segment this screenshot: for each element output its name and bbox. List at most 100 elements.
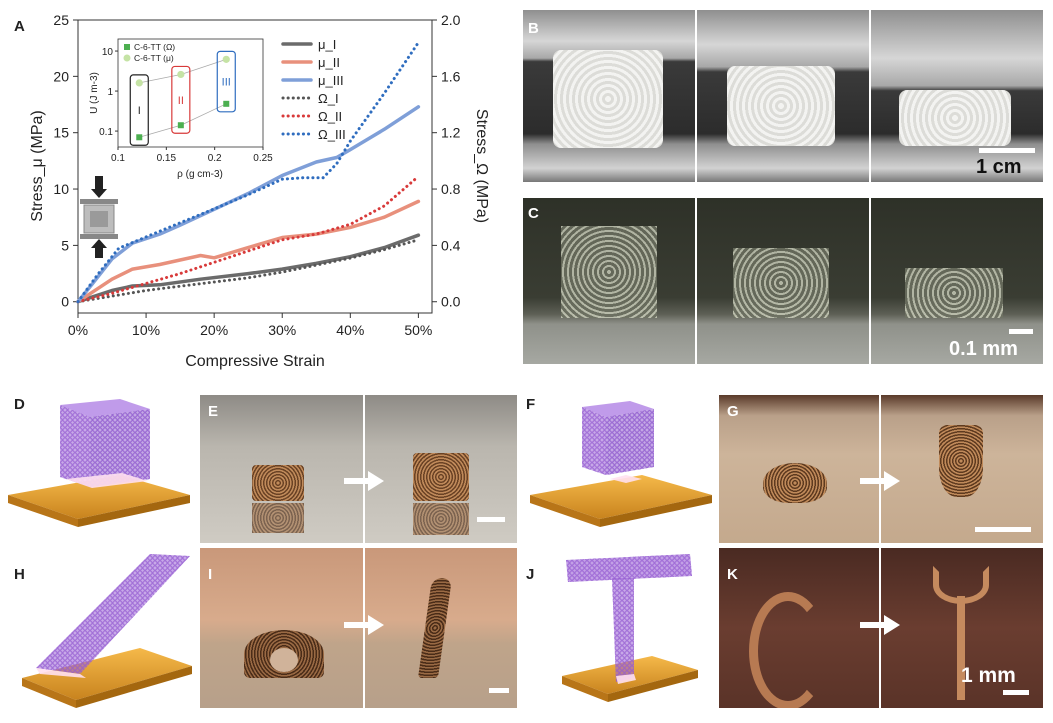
inset-point-omega bbox=[223, 100, 230, 107]
scale-label-k: 1 mm bbox=[961, 664, 1016, 687]
inset-group-label: I bbox=[138, 105, 141, 117]
y2-tick-label: 0.4 bbox=[441, 237, 461, 253]
panel-label-i: I bbox=[208, 566, 213, 583]
x-tick-label: 20% bbox=[200, 322, 228, 338]
metal-lattice-compressed bbox=[252, 465, 304, 501]
x-tick-label: 10% bbox=[132, 322, 160, 338]
photo-c-1 bbox=[523, 198, 695, 364]
scale-bar-b bbox=[979, 148, 1035, 153]
arrow-right-icon bbox=[344, 615, 384, 635]
inset-group-box bbox=[171, 65, 191, 134]
micro-lattice-mid bbox=[733, 248, 829, 318]
inset-y-tick-label: 0.1 bbox=[99, 127, 113, 138]
legend-label: μ_III bbox=[318, 73, 344, 88]
photo-c-2 bbox=[697, 198, 869, 364]
base-plate bbox=[530, 475, 712, 519]
inset-y-label: U (J m-3) bbox=[89, 72, 100, 114]
y-tick-label: 10 bbox=[53, 181, 69, 197]
scale-bar-k bbox=[1003, 690, 1029, 695]
scale-bar-i bbox=[489, 688, 509, 693]
x-tick-label: 40% bbox=[336, 322, 364, 338]
legend-label: μ_II bbox=[318, 55, 340, 70]
inset-point-mu bbox=[177, 70, 185, 79]
panel-label-g: G bbox=[727, 403, 739, 420]
panel-label-e: E bbox=[208, 403, 219, 420]
scale-bar-c bbox=[1009, 329, 1033, 334]
metal-lattice-slanted bbox=[417, 578, 453, 678]
scale-label-b: 1 cm bbox=[976, 156, 1022, 178]
legend-label: Ω_III bbox=[318, 127, 346, 142]
legend-label: Ω_I bbox=[318, 91, 339, 106]
series-line-omega-i bbox=[76, 238, 420, 304]
photo-g-2 bbox=[881, 395, 1043, 543]
panel-label-c: C bbox=[528, 205, 539, 222]
panel-label-b: B bbox=[528, 20, 539, 37]
base-plate bbox=[22, 648, 192, 700]
inset-y-tick-label: 10 bbox=[102, 47, 114, 58]
series-line-mu-i bbox=[76, 233, 421, 304]
lattice-sample-uncompressed bbox=[553, 50, 663, 148]
legend-label: Ω_II bbox=[318, 109, 342, 124]
inset-x-tick-label: 0.1 bbox=[111, 153, 125, 164]
y-tick-label: 15 bbox=[53, 125, 69, 141]
x-axis-label: Compressive Strain bbox=[185, 353, 325, 370]
inset-group-label: II bbox=[178, 95, 184, 107]
lattice-sample-compressed bbox=[899, 90, 1011, 146]
inset-legend-label: C-6-TT (μ) bbox=[134, 53, 174, 63]
photo-e-2 bbox=[365, 395, 517, 543]
render-f bbox=[530, 401, 712, 527]
compression-icon bbox=[80, 176, 118, 258]
inset-point-mu bbox=[135, 79, 143, 87]
inset-group-box bbox=[129, 74, 149, 146]
scale-bar-e bbox=[477, 517, 505, 522]
y2-tick-label: 1.2 bbox=[441, 125, 461, 141]
x-tick-label: 0% bbox=[68, 322, 88, 338]
render-j bbox=[562, 554, 698, 702]
y-tick-label: 20 bbox=[53, 68, 69, 84]
inset-x-tick-label: 0.25 bbox=[253, 153, 273, 164]
x-tick-label: 50% bbox=[404, 322, 432, 338]
render-h bbox=[22, 554, 192, 708]
legend-label: μ_I bbox=[318, 37, 336, 52]
y2-tick-label: 1.6 bbox=[441, 68, 461, 84]
panel-label-f: F bbox=[526, 396, 536, 413]
panel-label-j: J bbox=[526, 566, 535, 583]
render-d bbox=[8, 399, 190, 527]
inset-group-label: III bbox=[222, 77, 231, 89]
photo-i-2 bbox=[365, 548, 517, 708]
photo-b-2 bbox=[697, 10, 869, 182]
metal-lattice-recovered bbox=[413, 453, 469, 501]
micro-lattice-uncompressed bbox=[561, 226, 657, 318]
plot-frame bbox=[77, 19, 433, 314]
inset-legend-label: C-6-TT (Ω) bbox=[134, 42, 175, 52]
inset-legend-square bbox=[124, 44, 130, 50]
photo-i-1 bbox=[200, 548, 363, 708]
scale-bar-g bbox=[975, 527, 1031, 532]
arrow-right-icon bbox=[860, 471, 900, 491]
chart-legend: μ_I μ_II μ_III Ω_I Ω_II Ω_III bbox=[281, 37, 346, 142]
y-tick-label: 0 bbox=[61, 294, 69, 310]
base-plate bbox=[8, 475, 190, 519]
series-line-mu-ii bbox=[76, 199, 421, 304]
photo-g-1 bbox=[719, 395, 879, 543]
inset-frame bbox=[117, 38, 264, 148]
inset-x-label: ρ (g cm-3) bbox=[177, 169, 223, 180]
y2-axis-label: Stress_Ω (MPa) bbox=[473, 109, 490, 223]
inset-y-tick-label: 1 bbox=[107, 87, 113, 98]
panel-label-d: D bbox=[14, 396, 25, 413]
series-line-omega-iii bbox=[76, 41, 420, 304]
inset-chart: 0.1 0.15 0.2 0.25 10 1 0.1 C-6-TT (Ω)C-6-TT (μ)… bbox=[89, 38, 273, 180]
panel-label-k: K bbox=[727, 566, 738, 583]
inset-x-tick-label: 0.2 bbox=[208, 153, 222, 164]
inset-point-mu bbox=[222, 55, 230, 63]
inset-legend-circle bbox=[123, 54, 131, 62]
panel-label-h: H bbox=[14, 566, 25, 583]
y2-tick-label: 0.8 bbox=[441, 181, 461, 197]
arrow-right-icon bbox=[344, 471, 384, 491]
metal-lattice-recovered-g bbox=[939, 425, 983, 497]
photo-e-1 bbox=[200, 395, 363, 543]
photo-c-3: 0.1 mm bbox=[871, 198, 1043, 364]
lattice-sample-mid bbox=[727, 66, 835, 146]
inset-x-tick-label: 0.15 bbox=[157, 153, 177, 164]
y-tick-label: 25 bbox=[53, 12, 69, 28]
